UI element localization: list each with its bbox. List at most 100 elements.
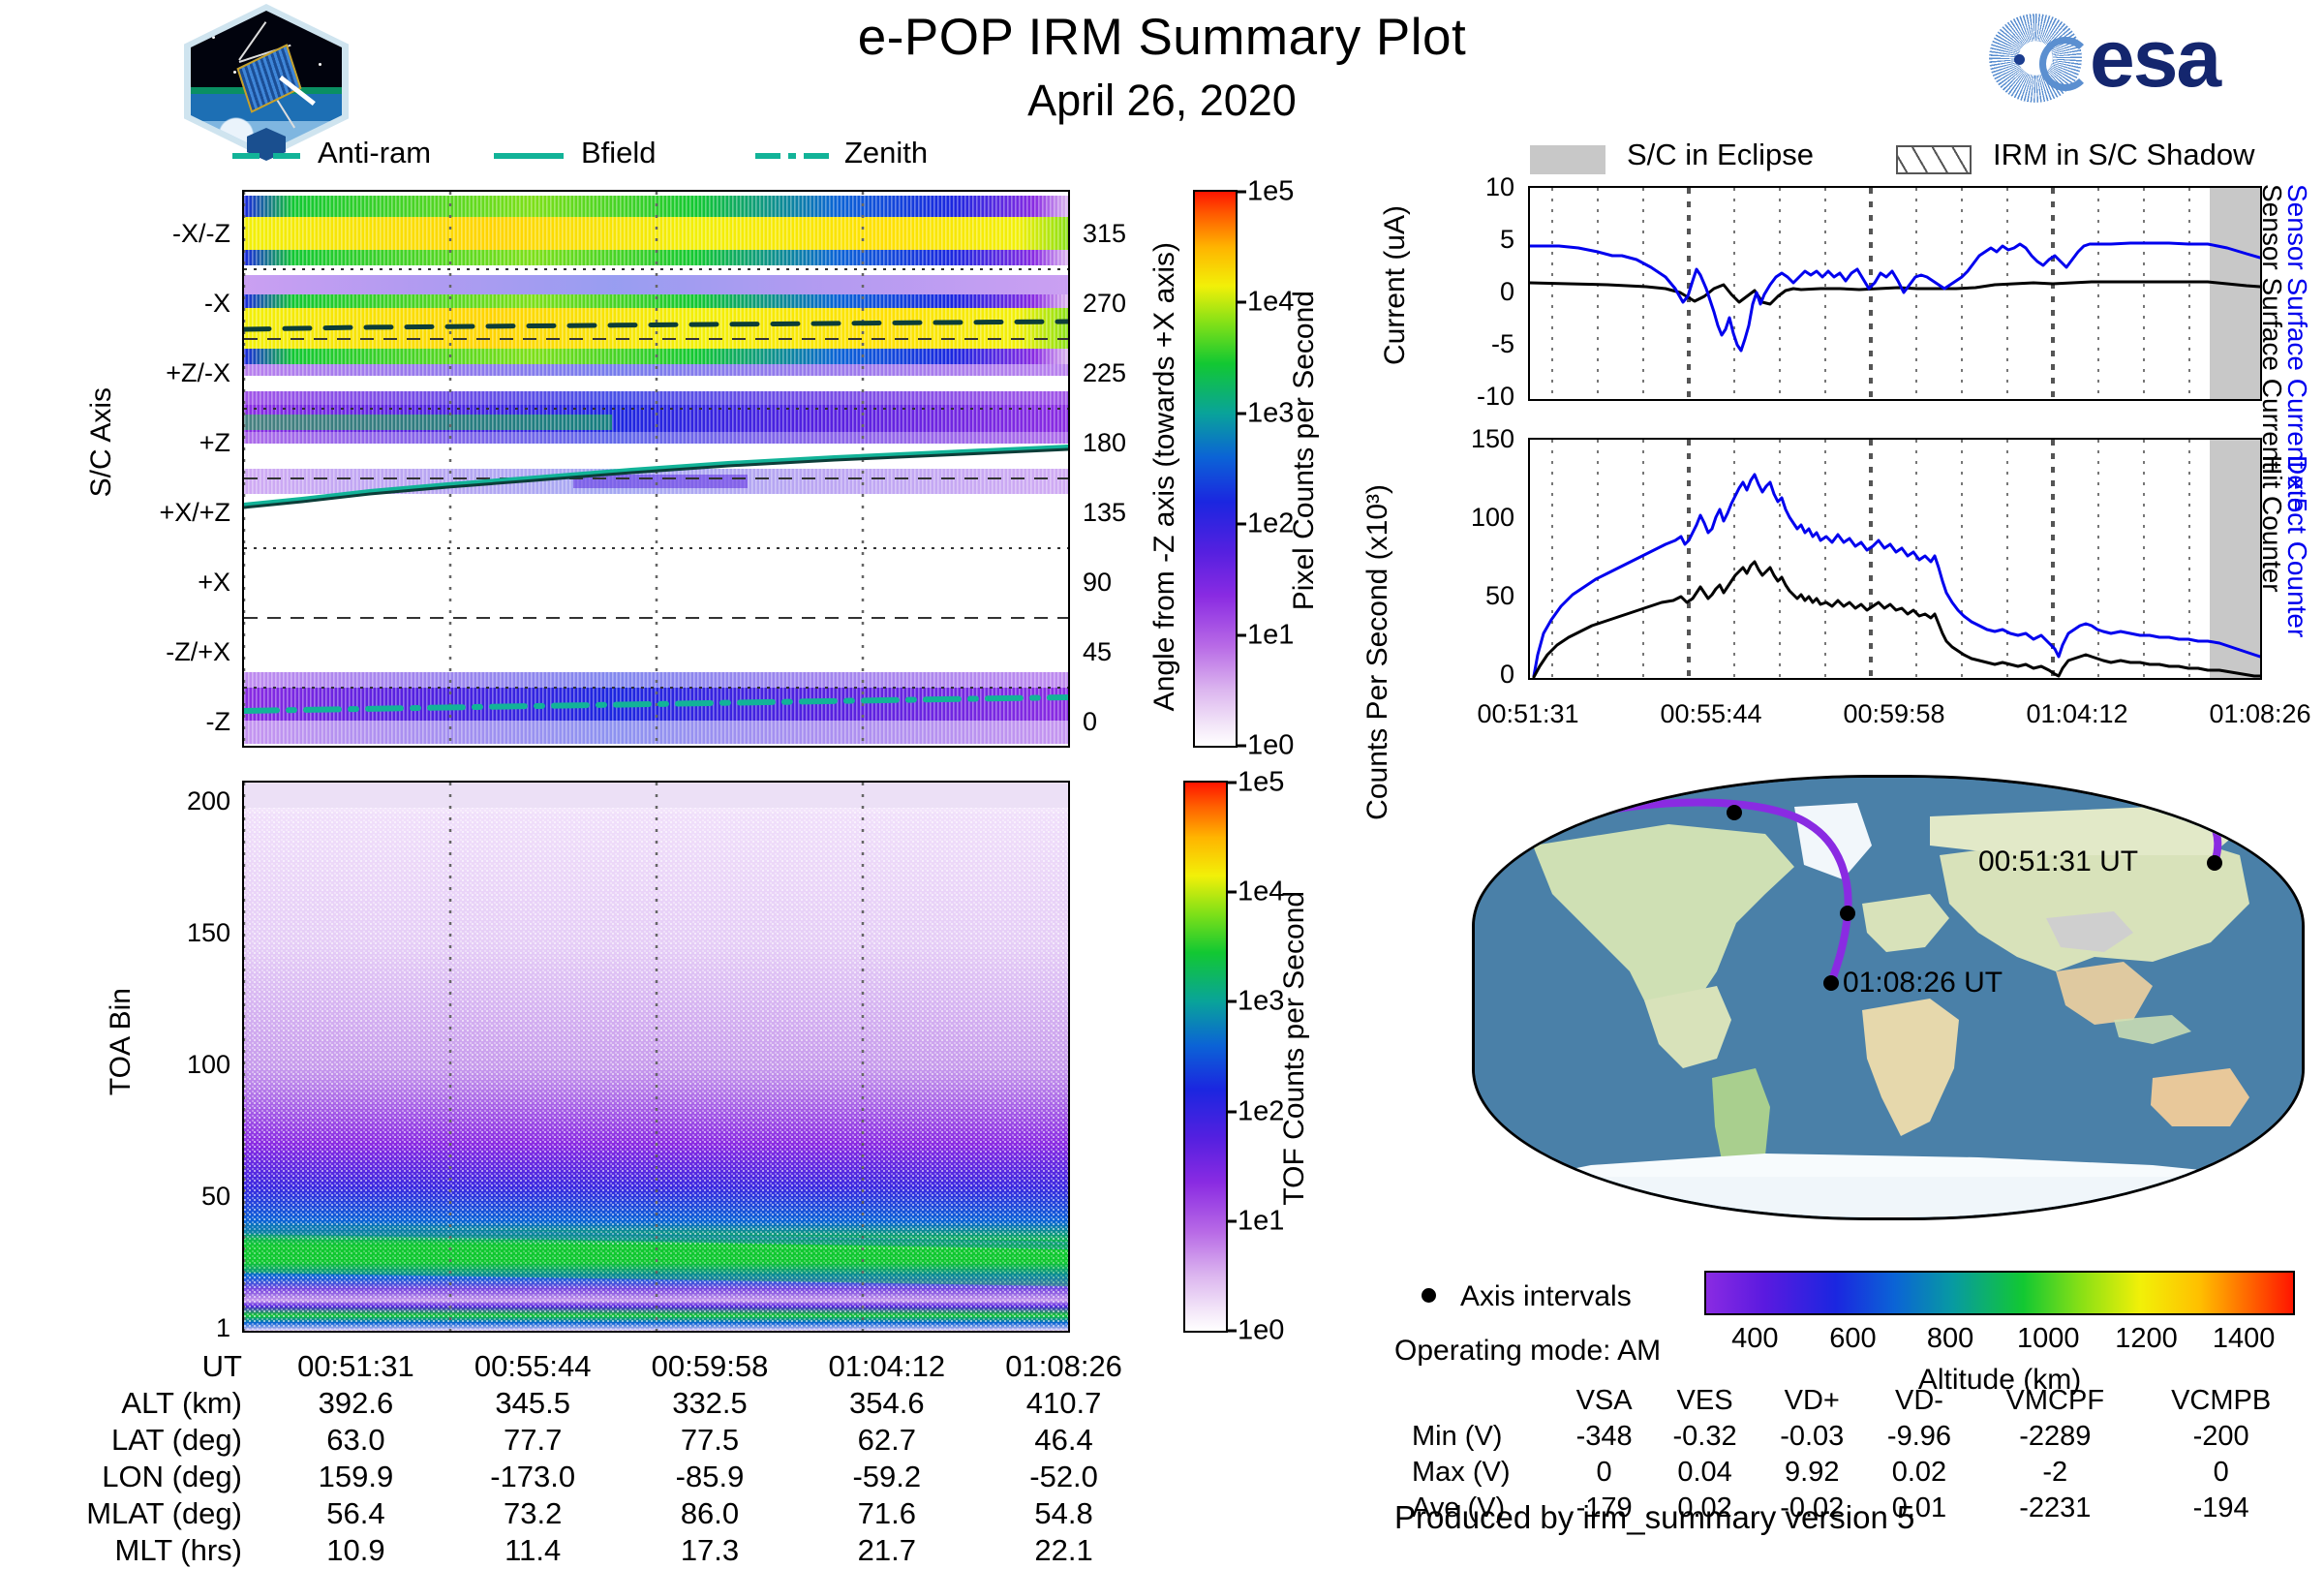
table-cell: -200 xyxy=(2192,1421,2249,1452)
map-label-start: 00:51:31 UT xyxy=(1978,846,2139,877)
counts-right-label-blue: Detect Counter xyxy=(2282,455,2312,638)
table-cell: -9.96 xyxy=(1886,1421,1952,1452)
toa-spectrogram-canvas xyxy=(244,783,1068,1331)
row-header: MLAT (deg) xyxy=(86,1496,242,1530)
bfield-swatch xyxy=(494,153,564,159)
legend-label-shadow: IRM in S/C Shadow xyxy=(1993,138,2255,171)
ytick-right-5: 90 xyxy=(1083,568,1113,597)
bfield-curve-dark xyxy=(244,447,1068,509)
current-plot-canvas xyxy=(1530,188,2260,399)
table-cell: 11.4 xyxy=(505,1533,562,1567)
ephemeris-table: UT 00:51:31 00:55:44 00:59:58 01:04:12 01:08:… xyxy=(58,1348,1152,1569)
ytick-label-0: -X/-Z xyxy=(172,219,230,248)
table-cell: 0 xyxy=(1596,1457,1612,1488)
row-header: LAT (deg) xyxy=(111,1423,242,1457)
alt-tick-5: 1400 xyxy=(2212,1323,2276,1354)
table-cell: 0.01 xyxy=(1891,1492,1947,1523)
hit-counter-curve xyxy=(1532,560,2260,678)
alt-tick-1: 600 xyxy=(1829,1323,1877,1354)
voltage-column-header: VES xyxy=(1676,1385,1733,1416)
toa-ytick-2: 100 xyxy=(186,1050,230,1079)
current-right-label-black: Sensor Surface Current xyxy=(2257,184,2287,470)
table-cell: -2 xyxy=(2042,1457,2068,1488)
table-cell: -194 xyxy=(2192,1492,2249,1523)
toa-spectrogram[interactable] xyxy=(242,781,1070,1333)
table-cell: 01:08:26 xyxy=(1005,1349,1122,1383)
row-header: MLT (hrs) xyxy=(114,1533,242,1567)
eclipse-legend: S/C in Eclipse IRM in S/C Shadow xyxy=(1530,138,2266,180)
ytick-label-7: -Z xyxy=(205,707,230,736)
operating-mode-label: Operating mode: AM xyxy=(1394,1335,1662,1367)
table-cell: 00:51:31 xyxy=(297,1349,414,1383)
cbar-tick-2: 1e3 xyxy=(1247,397,1295,429)
table-cell: -0.02 xyxy=(1780,1492,1845,1523)
time-tick-r-1: 00:55:44 xyxy=(1660,699,1762,728)
angle-spectrogram[interactable] xyxy=(242,190,1070,748)
counts-plot[interactable] xyxy=(1528,438,2262,680)
table-cell: -2231 xyxy=(2019,1492,2092,1523)
ytick-right-0: 315 xyxy=(1083,219,1127,248)
tof-counts-colorbar: 1e5 1e4 1e3 1e2 1e1 1e0 xyxy=(1183,767,1284,1346)
ytick-right-4: 135 xyxy=(1083,498,1127,527)
anti-ram-curve xyxy=(244,319,1068,332)
current-plot[interactable] xyxy=(1528,186,2262,401)
tof-tick-1: 1e4 xyxy=(1238,876,1285,908)
table-cell: 9.92 xyxy=(1785,1457,1840,1488)
toa-ytick-1: 150 xyxy=(186,918,230,947)
table-cell: 22.1 xyxy=(1034,1533,1093,1567)
table-row: Max (V) 0 0.04 9.92 0.02 -2 0 xyxy=(1394,1455,2305,1491)
voltage-column-header: VD- xyxy=(1894,1385,1943,1416)
angle-overlay-legend: Anti-ram Bfield Zenith xyxy=(232,136,930,178)
esa-e-icon xyxy=(2039,37,2092,91)
current-ytick-4: -10 xyxy=(1476,382,1514,411)
voltage-column-header: VD+ xyxy=(1784,1385,1840,1416)
anti-ram-swatch xyxy=(232,153,260,159)
table-cell: 46.4 xyxy=(1034,1423,1093,1457)
table-cell: -59.2 xyxy=(852,1460,922,1493)
panel-counts-ylabel: Counts Per Second (x10³) xyxy=(1361,484,1393,820)
voltage-column-header: VMCPF xyxy=(2005,1385,2105,1416)
voltage-column-header: VSA xyxy=(1575,1385,1633,1416)
ground-track-map[interactable]: 00:51:31 UT 01:08:26 UT xyxy=(1472,775,2305,1220)
ytick-right-6: 45 xyxy=(1083,637,1113,666)
table-cell: -173.0 xyxy=(490,1460,576,1493)
alt-tick-3: 1000 xyxy=(2017,1323,2080,1354)
table-cell: -348 xyxy=(1575,1421,1633,1452)
time-tick-r-3: 01:04:12 xyxy=(2026,699,2128,728)
table-cell: 159.9 xyxy=(318,1460,394,1493)
toa-ytick-4: 1 xyxy=(215,1313,230,1342)
counts-right-label-black: Hit Counter xyxy=(2257,455,2287,593)
table-cell: 0.04 xyxy=(1677,1457,1732,1488)
ytick-label-3: +Z xyxy=(199,428,230,457)
zenith-swatch-2 xyxy=(804,153,829,159)
cbar-tick-3: 1e2 xyxy=(1247,508,1295,539)
eclipse-shade-counts xyxy=(2210,440,2260,678)
counts-ytick-2: 50 xyxy=(1484,581,1514,610)
cbar-tick-0: 1e5 xyxy=(1247,175,1295,207)
voltage-column-header: VCMPB xyxy=(2171,1385,2272,1416)
angle-spectrogram-canvas xyxy=(244,192,1068,746)
table-cell: 0.02 xyxy=(1891,1457,1947,1488)
zenith-curve xyxy=(244,694,1068,714)
axis-intervals-label: Axis intervals xyxy=(1460,1280,1632,1312)
table-row: MLAT (deg) 56.4 73.2 86.0 71.6 54.8 xyxy=(58,1495,1152,1532)
counts-plot-canvas xyxy=(1532,440,2260,678)
table-cell: -2289 xyxy=(2019,1421,2092,1452)
table-cell: 332.5 xyxy=(672,1386,748,1420)
world-map-continents xyxy=(1475,778,2302,1217)
ytick-right-3: 180 xyxy=(1083,428,1127,457)
table-cell: 410.7 xyxy=(1025,1386,1102,1420)
legend-label-bfield: Bfield xyxy=(581,136,657,169)
table-cell: 0.02 xyxy=(1677,1492,1732,1523)
counts-ytick-3: 0 xyxy=(1499,660,1514,689)
current-ytick-1: 5 xyxy=(1499,225,1514,254)
table-cell: -0.32 xyxy=(1672,1421,1737,1452)
table-cell: 10.9 xyxy=(326,1533,385,1567)
eclipse-shade xyxy=(2210,188,2260,399)
row-header: Min (V) xyxy=(1412,1421,1503,1452)
current-ytick-3: -5 xyxy=(1490,329,1514,358)
counts-ytick-1: 100 xyxy=(1470,503,1514,532)
table-cell: 77.7 xyxy=(504,1423,563,1457)
table-cell: 56.4 xyxy=(326,1496,385,1530)
tof-tick-0: 1e5 xyxy=(1238,766,1285,798)
